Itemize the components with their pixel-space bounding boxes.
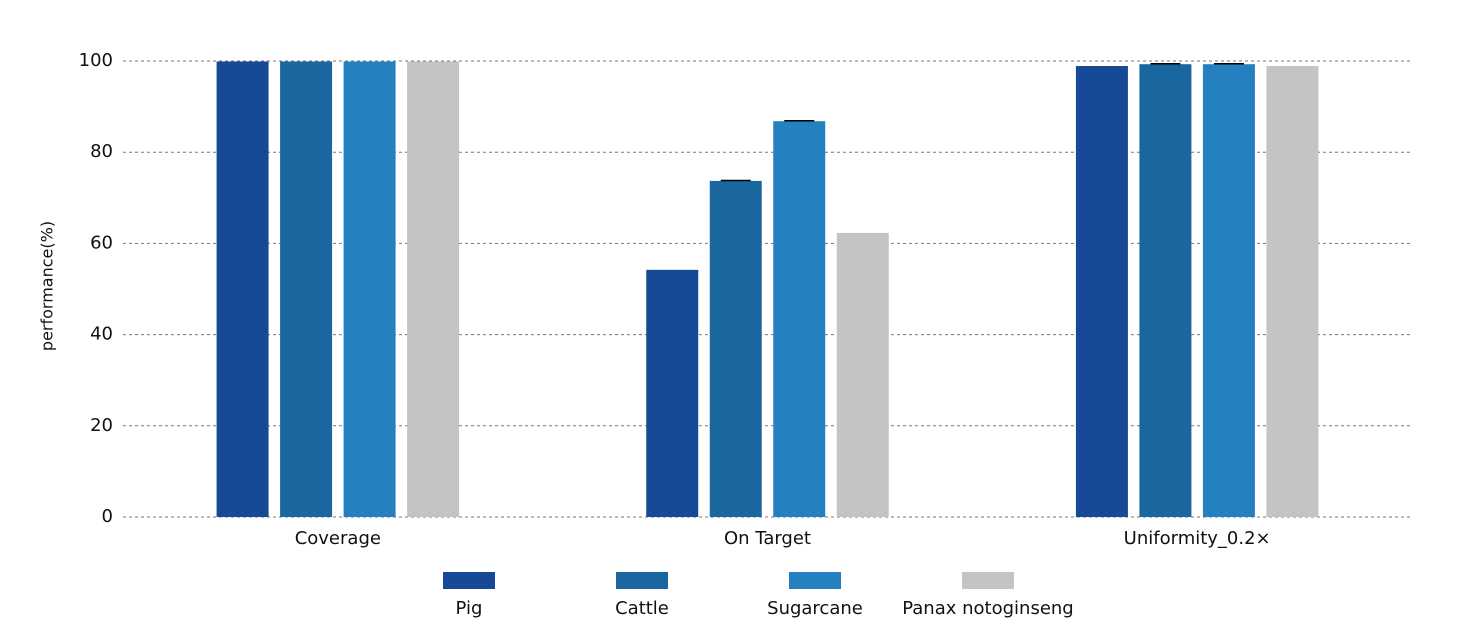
legend-swatch — [962, 572, 1014, 589]
bar — [280, 61, 333, 518]
x-tick-label: Uniformity_0.2× — [1124, 528, 1271, 549]
bar — [836, 232, 889, 518]
legend-swatch — [616, 572, 668, 589]
bar — [1266, 66, 1319, 518]
x-tick-label: Coverage — [295, 528, 381, 549]
legend-swatch — [443, 572, 495, 589]
legend-swatch — [789, 572, 841, 589]
y-axis-label: performance(%) — [38, 221, 57, 351]
legend-label: Sugarcane — [767, 598, 863, 619]
legend-label: Cattle — [615, 598, 669, 619]
y-tick-label: 20 — [90, 415, 113, 436]
bar — [1202, 64, 1255, 517]
y-tick-label: 60 — [90, 232, 113, 253]
bar — [646, 269, 699, 517]
legend-label: Pig — [456, 598, 483, 619]
y-tick-label: 0 — [102, 506, 113, 527]
legend-label: Panax notoginseng — [902, 598, 1074, 619]
bar — [1139, 64, 1192, 517]
bar — [709, 180, 762, 518]
bar — [407, 61, 460, 518]
bar — [216, 61, 269, 518]
bar — [1075, 66, 1128, 518]
y-tick-label: 100 — [79, 50, 113, 71]
x-tick-label: On Target — [724, 528, 811, 549]
y-tick-label: 40 — [90, 324, 113, 345]
bar — [343, 61, 396, 518]
bar — [773, 121, 826, 517]
y-tick-label: 80 — [90, 141, 113, 162]
